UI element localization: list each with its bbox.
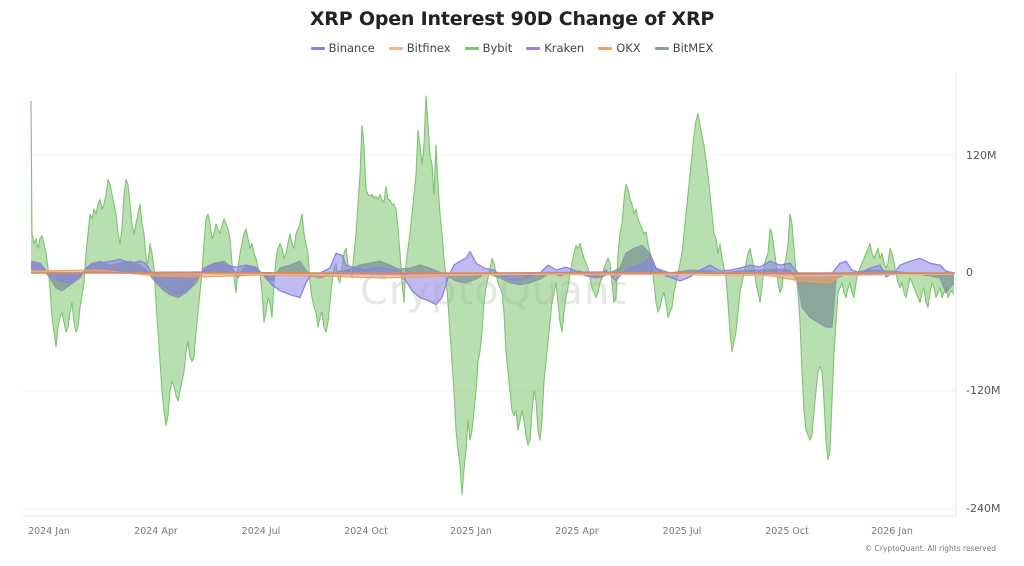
bitfinex-swatch-icon xyxy=(388,46,403,50)
xtick-2025-jul: 2025 Jul xyxy=(662,526,702,537)
chart-legend: Binance Bitfinex Bybit Kraken OKX BitMEX xyxy=(0,41,1024,55)
xtick-2024-oct: 2024 Oct xyxy=(344,526,388,537)
copyright-notice: © CryptoQuant. All rights reserved xyxy=(864,544,996,553)
legend-label-okx: OKX xyxy=(616,41,641,55)
xtick-2025-apr: 2025 Apr xyxy=(555,526,599,537)
xtick-2025-oct: 2025 Oct xyxy=(765,526,809,537)
okx-swatch-icon xyxy=(598,46,613,50)
legend-item-binance[interactable]: Binance xyxy=(310,41,375,55)
xtick-2024-jul: 2024 Jul xyxy=(241,526,281,537)
legend-label-bybit: Bybit xyxy=(482,41,513,55)
series-layer xyxy=(30,95,955,495)
legend-item-kraken[interactable]: Kraken xyxy=(526,41,584,55)
kraken-swatch-icon xyxy=(526,46,541,50)
legend-label-bitmex: BitMEX xyxy=(672,41,714,55)
bybit-swatch-icon xyxy=(464,46,479,50)
legend-label-binance: Binance xyxy=(328,41,375,55)
ytick-neg120m: -120M xyxy=(966,384,1001,397)
xtick-2024-apr: 2024 Apr xyxy=(134,526,178,537)
legend-item-bitmex[interactable]: BitMEX xyxy=(654,41,714,55)
xtick-2026-jan: 2026 Jan xyxy=(871,526,913,537)
xtick-2024-jan: 2024 Jan xyxy=(28,526,70,537)
bitmex-swatch-icon xyxy=(654,46,669,50)
legend-label-bitfinex: Bitfinex xyxy=(406,41,451,55)
legend-item-bybit[interactable]: Bybit xyxy=(464,41,513,55)
ytick-neg240m: -240M xyxy=(966,502,1001,515)
xtick-2025-jan: 2025 Jan xyxy=(450,526,492,537)
binance-swatch-icon xyxy=(310,46,325,50)
legend-label-kraken: Kraken xyxy=(544,41,585,55)
legend-item-bitfinex[interactable]: Bitfinex xyxy=(388,41,451,55)
legend-item-okx[interactable]: OKX xyxy=(598,41,641,55)
chart-title: XRP Open Interest 90D Change of XRP xyxy=(309,8,715,30)
bybit-line xyxy=(30,95,955,495)
ytick-120m: 120M xyxy=(966,149,997,162)
ytick-0: 0 xyxy=(966,266,973,279)
